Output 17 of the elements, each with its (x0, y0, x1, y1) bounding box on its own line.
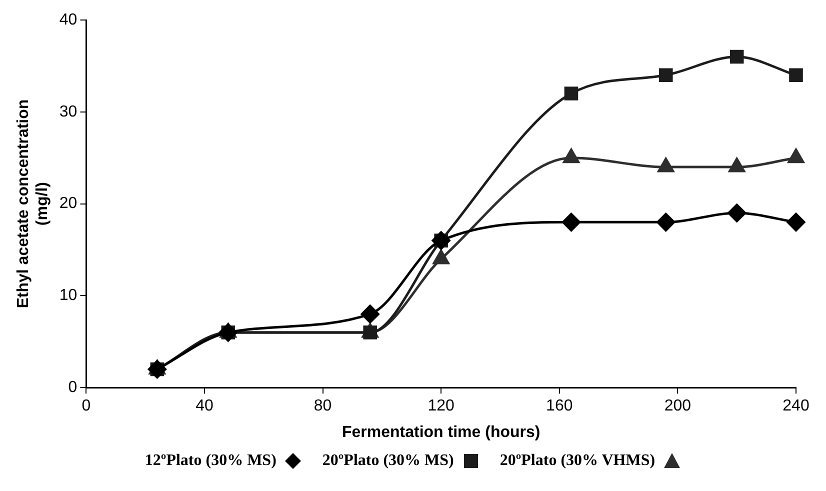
x-tick-label: 0 (82, 398, 91, 415)
x-tick-label: 240 (782, 398, 810, 415)
y-tick-label: 20 (59, 195, 78, 212)
y-tick-label: 10 (59, 287, 78, 304)
x-axis-title: Fermentation time (hours) (342, 424, 540, 441)
x-tick-label: 200 (664, 398, 692, 415)
x-tick-label: 40 (196, 398, 214, 415)
y-tick-label: 30 (59, 103, 78, 120)
y-tick-label: 0 (68, 379, 78, 396)
legend-label: 20ºPlato (30% MS) (322, 452, 454, 470)
x-tick-label: 80 (314, 398, 332, 415)
x-tick-label: 160 (546, 398, 573, 415)
y-tick-label: 40 (59, 11, 78, 28)
y-axis-title: Ethyl acetate concentration (mg/l) (15, 99, 52, 308)
legend-label: 20ºPlato (30% VHMS) (500, 452, 656, 470)
legend-label: 12ºPlato (30% MS) (144, 452, 276, 470)
x-tick-label: 120 (428, 398, 455, 415)
